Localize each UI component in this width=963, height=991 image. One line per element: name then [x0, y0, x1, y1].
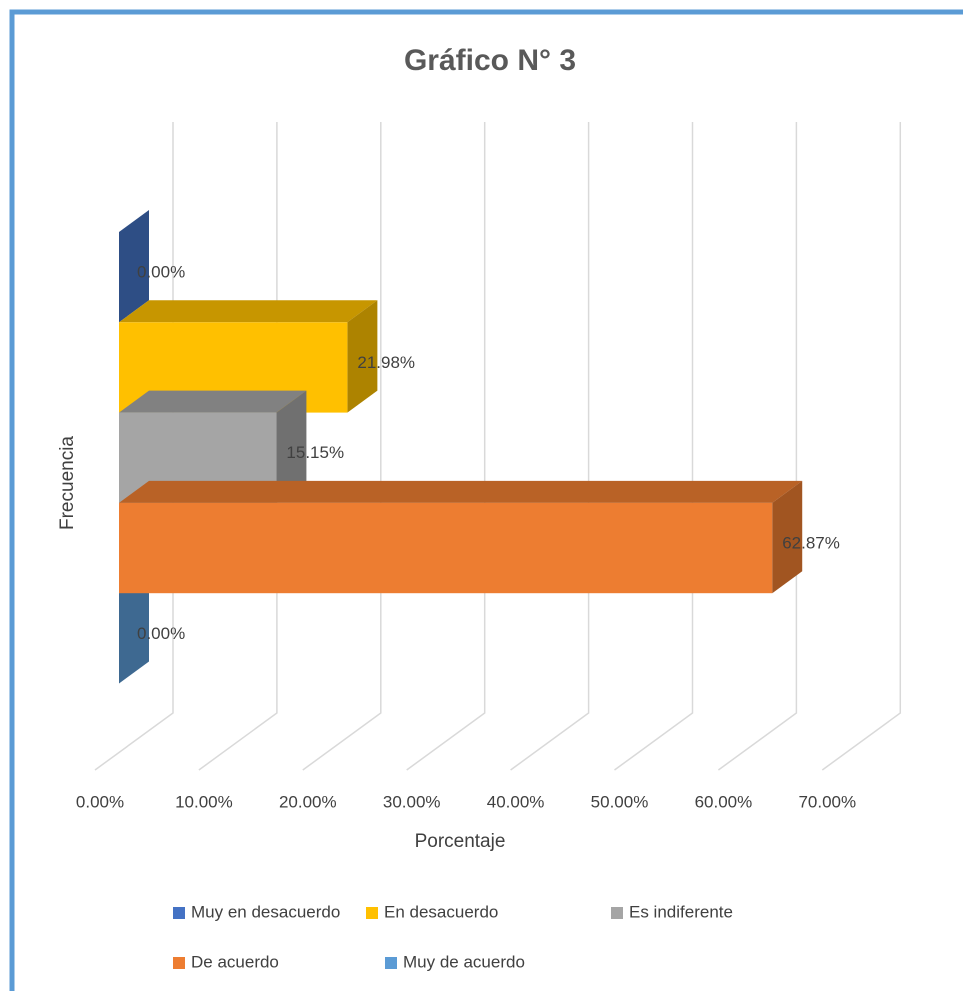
x-axis-title: Porcentaje	[415, 831, 506, 852]
legend-swatch	[173, 907, 185, 919]
chart-title: Gráfico N° 3	[404, 44, 576, 77]
bar-side	[347, 300, 378, 413]
legend-swatch	[366, 907, 378, 919]
x-tick-label: 10.00%	[175, 792, 233, 811]
grid-line	[717, 122, 798, 771]
legend-swatch	[385, 957, 397, 969]
x-tick-label: 0.00%	[76, 792, 124, 811]
bar-side	[772, 480, 803, 594]
legend-label: De acuerdo	[191, 952, 279, 971]
value-label: 0.00%	[137, 263, 185, 282]
grid-line	[406, 122, 486, 771]
legend-swatch	[611, 907, 623, 919]
legend-label: Muy en desacuerdo	[191, 902, 340, 921]
bar	[119, 210, 149, 323]
value-label: 15.15%	[286, 443, 344, 462]
value-label: 62.87%	[782, 534, 840, 553]
legend-label: En desacuerdo	[384, 902, 498, 921]
y-axis-title: Frecuencia	[57, 436, 78, 530]
bar	[119, 571, 149, 684]
x-tick-label: 30.00%	[383, 792, 441, 811]
legend-swatch	[173, 957, 185, 969]
legend-label: Es indiferente	[629, 902, 733, 921]
grid-line	[302, 122, 382, 771]
value-label: 0.00%	[137, 624, 185, 643]
grid-line	[614, 122, 694, 771]
grid-line	[510, 122, 590, 771]
legend-label: Muy de acuerdo	[403, 952, 525, 971]
grid-line	[821, 122, 902, 771]
x-tick-label: 60.00%	[695, 792, 753, 811]
x-tick-label: 20.00%	[279, 792, 337, 811]
bar-side	[119, 571, 149, 684]
x-tick-label: 40.00%	[487, 792, 545, 811]
x-tick-label: 50.00%	[591, 792, 649, 811]
bar-side	[119, 210, 149, 323]
bar-top	[119, 390, 307, 413]
bar-front	[119, 502, 773, 594]
bar	[119, 480, 803, 594]
x-tick-label: 70.00%	[798, 792, 856, 811]
bar-top	[119, 300, 378, 323]
value-label: 21.98%	[357, 353, 415, 372]
bar-top	[119, 480, 803, 503]
bar-side	[276, 390, 307, 503]
frame	[9, 9, 963, 991]
